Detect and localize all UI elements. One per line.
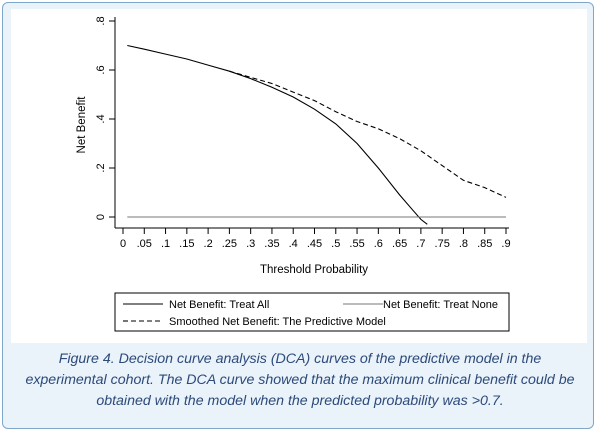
y-axis-label: Net Benefit	[76, 96, 88, 154]
x-tick-label-2: .1	[161, 238, 170, 250]
figure-frame: 0 .2 .4 .6 .8 0 .05 .1 .15 .2 .25 .3 .35 .4 .45 .5 .55 .6…	[2, 2, 594, 429]
x-tick-label-5: .25	[222, 238, 237, 250]
y-tick-label-0: 0	[95, 214, 107, 220]
dca-chart: 0 .2 .4 .6 .8 0 .05 .1 .15 .2 .25 .3 .35 .4 .45 .5 .55 .6…	[76, 16, 511, 332]
figure-caption: Figure 4. Decision curve analysis (DCA) …	[25, 351, 575, 409]
series-line-0	[127, 44, 428, 225]
x-tick-label-14: .7	[416, 238, 425, 250]
x-tick-label-10: .5	[331, 238, 340, 250]
y-tick-label-2: .4	[95, 114, 107, 123]
plot-panel: 0 .2 .4 .6 .8 0 .05 .1 .15 .2 .25 .3 .35 .4 .45 .5 .55 .6…	[11, 9, 587, 343]
x-tick-label-7: .35	[264, 238, 279, 250]
x-tick-label-17: .85	[477, 238, 492, 250]
x-tick-label-18: .9	[501, 238, 510, 250]
legend-label-1: Net Benefit: Treat None	[383, 299, 498, 311]
x-axis-label: Threshold Probability	[260, 264, 368, 276]
series-line-2	[229, 70, 507, 198]
x-tick-label-0: 0	[120, 238, 126, 250]
legend-label-2: Smoothed Net Benefit: The Predictive Mod…	[169, 316, 386, 328]
legend-box	[114, 292, 510, 332]
x-tick-label-12: .6	[374, 238, 383, 250]
y-tick-label-1: .2	[95, 163, 107, 172]
x-tick-label-6: .3	[246, 238, 255, 250]
x-tick-label-16: .8	[459, 238, 468, 250]
x-tick-label-8: .4	[289, 238, 298, 250]
x-tick-label-4: .2	[204, 238, 213, 250]
x-tick-label-11: .55	[349, 238, 364, 250]
y-tick-label-3: .6	[95, 65, 107, 74]
y-tick-label-4: .8	[95, 16, 107, 25]
x-tick-label-9: .45	[307, 238, 322, 250]
x-tick-label-13: .65	[392, 238, 407, 250]
x-tick-label-15: .75	[435, 238, 450, 250]
x-tick-label-1: .05	[137, 238, 152, 250]
legend-label-0: Net Benefit: Treat All	[169, 299, 269, 311]
x-tick-label-3: .15	[179, 238, 194, 250]
